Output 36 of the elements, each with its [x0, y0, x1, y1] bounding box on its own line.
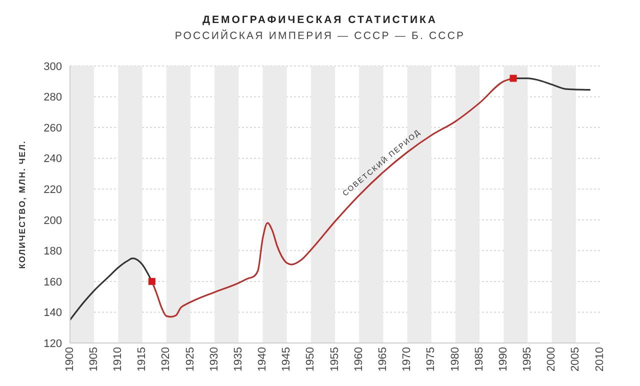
x-tick-label: 1965 — [376, 347, 389, 372]
x-tick-label: 1930 — [208, 347, 220, 372]
y-axis-title: КОЛИЧЕСТВО, МЛН. ЧЕЛ. — [17, 140, 28, 269]
x-tick-label: 1935 — [232, 347, 244, 372]
x-tick-label: 1905 — [88, 347, 100, 372]
chart-title: ДЕМОГРАФИЧЕСКАЯ СТАТИСТИКА — [201, 14, 439, 26]
y-tick-label: 260 — [44, 122, 62, 134]
y-tick-label: 240 — [44, 153, 62, 166]
x-tick-label: 1900 — [64, 347, 76, 372]
x-tick-label: 2005 — [570, 347, 582, 372]
x-tick-label: 1995 — [522, 347, 534, 372]
x-tick-label: 1920 — [160, 347, 172, 372]
y-tick-label: 200 — [44, 214, 62, 227]
y-tick-label: 160 — [44, 276, 62, 288]
x-tick-label: 2000 — [546, 347, 558, 372]
x-tick-label: 1985 — [473, 347, 486, 372]
x-tick-label: 1955 — [328, 347, 341, 372]
y-tick-label: 180 — [44, 246, 62, 258]
x-tick-label: 1980 — [449, 347, 462, 372]
y-tick-label: 300 — [44, 60, 62, 73]
x-tick-label: 1940 — [256, 347, 269, 372]
y-tick-label: 220 — [44, 184, 62, 196]
x-tick-label: 1915 — [136, 347, 148, 372]
x-tick-label: 1945 — [280, 347, 293, 372]
x-tick-label: 1960 — [352, 347, 365, 372]
x-tick-label: 1950 — [304, 347, 317, 372]
x-tick-label: 2010 — [594, 347, 606, 372]
x-tick-label: 1975 — [425, 347, 438, 372]
y-tick-label: 280 — [44, 92, 62, 104]
x-tick-label: 1970 — [401, 347, 414, 372]
y-tick-label: 120 — [44, 338, 62, 350]
x-tick-label: 1990 — [497, 347, 510, 372]
chart-subtitle: РОССИЙСКАЯ ИМПЕРИЯ — СССР — Б. СССР — [174, 30, 466, 42]
x-tick-label: 1925 — [184, 347, 196, 372]
x-tick-label: 1910 — [112, 347, 124, 372]
y-tick-label: 140 — [44, 307, 62, 320]
